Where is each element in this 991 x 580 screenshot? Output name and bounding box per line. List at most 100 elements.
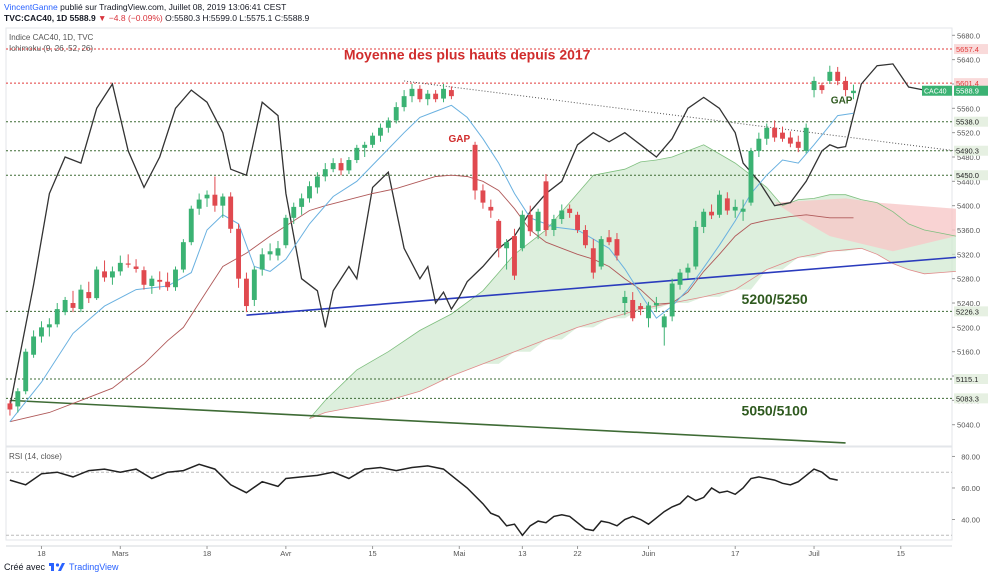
candle-down xyxy=(338,163,344,171)
candle-up xyxy=(598,239,604,267)
rsi-pane-frame xyxy=(5,446,953,541)
candle-up xyxy=(299,198,305,207)
level-tag-bg-5226.3 xyxy=(954,306,988,317)
last-price-tag-bg xyxy=(954,85,988,96)
candle-down xyxy=(157,279,163,282)
x-tick-label: Avr xyxy=(280,549,292,558)
annotation-5050-5100: 5050/5100 xyxy=(742,403,808,419)
candle-down xyxy=(417,88,423,100)
candle-down xyxy=(433,93,439,100)
price-change: −4.8 (−0.09%) xyxy=(108,13,163,23)
candle-up xyxy=(204,194,210,199)
x-tick-label: 17 xyxy=(731,549,739,558)
x-tick-label: 18 xyxy=(37,549,45,558)
y-tick-label: 5360.0 xyxy=(957,226,980,235)
level-tag-5115.1: 5115.1 xyxy=(956,375,978,384)
candle-up xyxy=(149,278,155,286)
y-tick-label: 5480.0 xyxy=(957,153,980,162)
level-tag-5226.3: 5226.3 xyxy=(956,307,979,316)
candle-down xyxy=(590,248,596,273)
candle-down xyxy=(772,127,778,138)
x-tick-label: 15 xyxy=(897,549,905,558)
candle-up xyxy=(740,208,746,212)
last-price-tag: 5588.9 xyxy=(956,87,979,96)
rsi-legend[interactable]: RSI (14, close) xyxy=(9,452,62,461)
candle-up xyxy=(378,127,383,136)
candle-up xyxy=(39,327,44,337)
candle-up xyxy=(409,88,415,97)
level-tag-bg-5115.1 xyxy=(954,374,988,385)
candle-down xyxy=(638,306,644,310)
tradingview-logo-icon xyxy=(49,563,66,571)
candle-down xyxy=(236,228,242,279)
candle-up xyxy=(646,305,651,319)
symbol-legend[interactable]: Indice CAC40, 1D, TVC xyxy=(9,33,94,42)
candle-down xyxy=(724,198,730,211)
author-link[interactable]: VincentGanne xyxy=(4,2,58,12)
x-tick-label: Mai xyxy=(453,549,465,558)
annotation-5200-5250: 5200/5250 xyxy=(742,291,808,307)
candle-up xyxy=(188,208,194,243)
candle-up xyxy=(811,80,817,91)
level-tag-bg-5657.4 xyxy=(954,44,988,55)
tradingview-brand[interactable]: TradingView xyxy=(69,562,119,572)
candle-up xyxy=(803,127,809,151)
candle-down xyxy=(472,144,478,191)
candle-up xyxy=(307,186,312,199)
candle-up xyxy=(251,269,257,300)
candle-up xyxy=(259,254,265,270)
level-tag-5538.0: 5538.0 xyxy=(956,118,979,127)
x-tick-label: Juin xyxy=(642,549,656,558)
candle-down xyxy=(575,214,580,231)
trendline-long-trend xyxy=(9,399,846,444)
candle-up xyxy=(23,351,29,392)
rsi-tick-label: 80.00 xyxy=(961,452,980,461)
published-text: publié sur TradingView.com, Juillet 08, … xyxy=(60,2,287,12)
candle-down xyxy=(141,270,147,285)
created-with-label: Créé avec xyxy=(4,562,46,572)
candle-down xyxy=(165,281,171,288)
candle-up xyxy=(441,88,446,99)
y-tick-label: 5520.0 xyxy=(957,129,980,138)
candle-down xyxy=(133,266,139,269)
candle-down xyxy=(567,208,573,213)
candle-up xyxy=(94,269,100,299)
level-tag-bg-5490.3 xyxy=(954,145,988,156)
candle-down xyxy=(843,80,849,91)
ohlc-values: O:5580.3 H:5599.0 L:5575.1 C:5588.9 xyxy=(165,13,310,23)
ichimoku-legend[interactable]: Ichimoku (9, 26, 52, 26) xyxy=(9,44,94,53)
candle-up xyxy=(551,219,557,231)
level-tag-5083.3: 5083.3 xyxy=(956,394,979,403)
candle-up xyxy=(701,211,707,227)
rsi-tick-label: 60.00 xyxy=(961,484,980,493)
candle-down xyxy=(243,278,249,307)
candle-down xyxy=(819,85,825,91)
candle-up xyxy=(173,269,178,288)
kijun-sen-line xyxy=(9,174,854,423)
candle-up xyxy=(764,127,770,139)
level-tag-5657.4: 5657.4 xyxy=(956,45,979,54)
candle-up xyxy=(322,169,328,177)
candle-up xyxy=(291,206,297,218)
last-price: 5588.9 xyxy=(69,13,96,23)
candle-down xyxy=(228,196,234,229)
symbol-price-tag-bg xyxy=(922,85,952,96)
annotation-moyenne-des-plus-hauts-depuis-2017: Moyenne des plus hauts depuis 2017 xyxy=(344,47,591,63)
candle-down xyxy=(102,271,107,278)
down-arrow-icon: ▼ xyxy=(98,13,107,23)
candle-up xyxy=(653,303,659,306)
candle-up xyxy=(677,272,683,285)
rsi-tick-label: 40.00 xyxy=(961,516,980,525)
candle-up xyxy=(362,144,368,148)
chart-header: VincentGanne publié sur TradingView.com,… xyxy=(4,2,309,24)
candle-down xyxy=(630,299,636,319)
candle-up xyxy=(346,160,352,171)
candle-down xyxy=(512,236,517,276)
candle-up xyxy=(827,71,833,81)
candle-up xyxy=(54,309,60,325)
y-tick-label: 5240.0 xyxy=(957,299,980,308)
candle-up xyxy=(504,242,510,249)
candle-up xyxy=(851,90,856,94)
candle-up xyxy=(283,217,289,246)
